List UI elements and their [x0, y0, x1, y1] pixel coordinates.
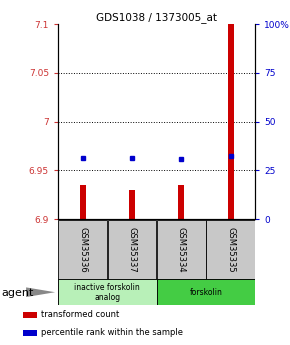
FancyBboxPatch shape: [157, 279, 255, 305]
Text: GSM35335: GSM35335: [226, 227, 235, 273]
Text: inactive forskolin
analog: inactive forskolin analog: [75, 283, 140, 302]
Bar: [228, 24, 233, 219]
Text: GSM35337: GSM35337: [127, 227, 137, 273]
Text: percentile rank within the sample: percentile rank within the sample: [41, 328, 183, 337]
Text: agent: agent: [1, 288, 34, 297]
FancyBboxPatch shape: [58, 220, 107, 280]
Text: GSM35336: GSM35336: [78, 227, 87, 273]
FancyBboxPatch shape: [108, 220, 156, 280]
FancyBboxPatch shape: [157, 220, 206, 280]
Bar: [23, 312, 37, 318]
Polygon shape: [26, 287, 55, 297]
FancyBboxPatch shape: [206, 220, 255, 280]
Bar: [80, 185, 86, 219]
Bar: [23, 330, 37, 336]
FancyBboxPatch shape: [58, 279, 157, 305]
Text: GSM35334: GSM35334: [177, 227, 186, 273]
Bar: [178, 185, 184, 219]
Bar: [129, 190, 135, 219]
Text: forskolin: forskolin: [189, 288, 222, 297]
Title: GDS1038 / 1373005_at: GDS1038 / 1373005_at: [96, 12, 217, 23]
Text: transformed count: transformed count: [41, 310, 119, 319]
